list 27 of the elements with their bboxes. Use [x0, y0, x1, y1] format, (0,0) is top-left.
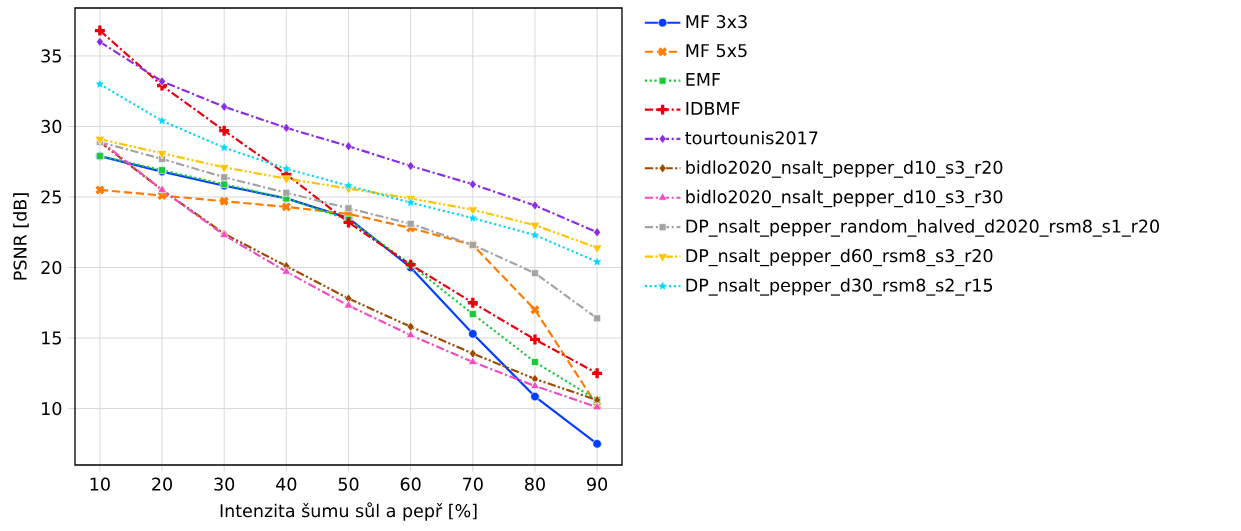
y-tick-label: 20 [41, 260, 62, 275]
legend-label: MF 3x3 [686, 14, 747, 29]
y-tick-label: 15 [42, 331, 61, 345]
x-tick-label: 80 [525, 477, 545, 491]
x-tick-label: 40 [276, 477, 297, 491]
legend-label: bidlo2020_nsalt_pepper_d10_s3_r20 [686, 160, 1003, 178]
legend-label: DP_nsalt_pepper_d30_rsm8_s2_r15 [686, 278, 993, 296]
x-tick-label: 90 [587, 477, 608, 491]
x-tick-label: 20 [152, 477, 172, 491]
y-tick-label: 30 [41, 119, 62, 134]
legend-label: DP_nsalt_pepper_random_halved_d2020_rsm8_s1_r20 [686, 219, 1159, 237]
x-tick-label: 60 [400, 477, 421, 491]
legend-label: IDBMF [686, 102, 740, 115]
legend-label: EMF [686, 73, 720, 86]
x-tick-label: 30 [214, 477, 235, 491]
x-axis-title: Intenzita šumu sůl a pepř [%] [220, 502, 477, 521]
y-axis-title: PSNR [dB] [13, 193, 29, 280]
y-tick-label: 35 [41, 49, 61, 63]
y-tick-label: 25 [41, 190, 61, 204]
x-tick-label: 50 [338, 477, 359, 491]
legend-label: DP_nsalt_pepper_d60_rsm8_s3_r20 [686, 248, 993, 267]
legend-label: MF 5x5 [686, 44, 747, 58]
x-tick-label: 70 [463, 477, 483, 491]
y-tick-label: 10 [42, 401, 62, 416]
legend-label: tourtounis2017 [685, 130, 818, 145]
x-tick-label: 10 [90, 477, 110, 491]
legend-label: bidlo2020_nsalt_pepper_d10_s3_r30 [686, 189, 1003, 208]
